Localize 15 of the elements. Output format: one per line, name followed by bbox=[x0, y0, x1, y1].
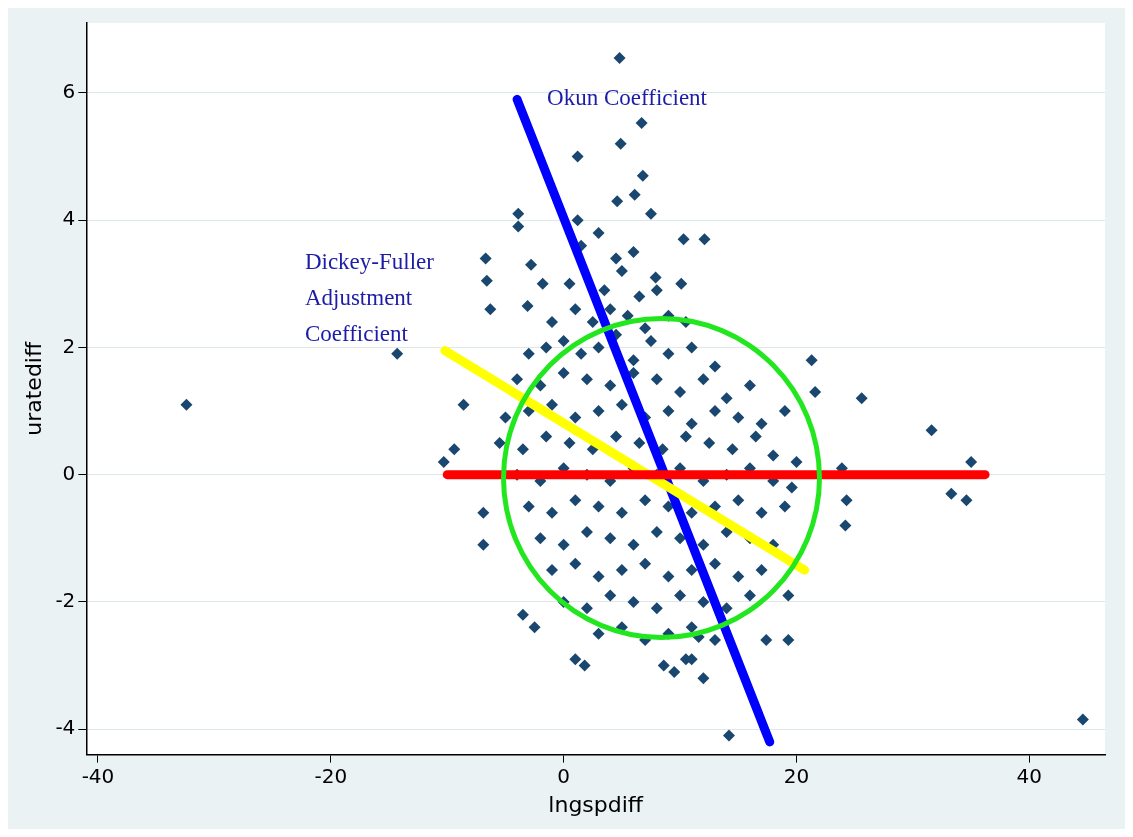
y-tick-label: 0 bbox=[62, 460, 76, 485]
annotation: Okun Coefficient bbox=[547, 85, 708, 111]
y-tick-label: 4 bbox=[62, 206, 76, 231]
y-axis-title: uratediff bbox=[20, 341, 46, 436]
annotation: Dickey-Fuller Adjustment Coefficient bbox=[304, 248, 435, 346]
y-tick-label: 6 bbox=[62, 79, 76, 104]
y-tick-label: -2 bbox=[55, 588, 76, 613]
x-tick-label: 40 bbox=[1016, 763, 1043, 788]
x-tick-label: 0 bbox=[557, 763, 571, 788]
x-axis-title: lngspdiff bbox=[548, 791, 644, 817]
x-tick-label: -20 bbox=[314, 763, 348, 788]
y-tick-label: -4 bbox=[55, 715, 76, 740]
y-tick-label: 2 bbox=[62, 333, 76, 358]
x-tick-label: -40 bbox=[81, 763, 115, 788]
x-tick-label: 20 bbox=[783, 763, 810, 788]
